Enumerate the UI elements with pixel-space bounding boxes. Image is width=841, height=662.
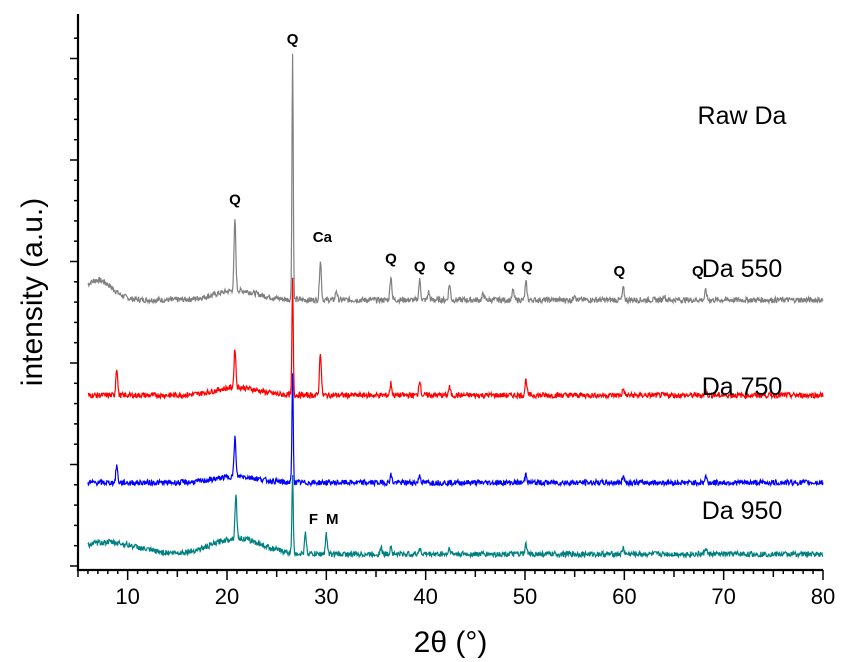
series-lines xyxy=(87,53,824,560)
peak-annotation: Ca xyxy=(313,229,333,246)
peak-annotation: Q xyxy=(385,250,397,267)
y-axis-title: intensity (a.u.) xyxy=(16,198,49,386)
x-tick-label: 50 xyxy=(513,584,537,609)
peak-annotation: Q xyxy=(444,258,456,275)
series-label-da-750: Da 750 xyxy=(702,373,783,401)
series-label-da-550: Da 550 xyxy=(702,255,783,283)
x-tick-label: 60 xyxy=(612,584,636,609)
peak-annotation: Q xyxy=(229,192,241,209)
peak-annotation: F xyxy=(309,511,318,528)
axes xyxy=(70,14,824,580)
peak-annotation: Q xyxy=(614,263,626,280)
series-label-raw-da: Raw Da xyxy=(698,102,787,130)
peak-annotation: Q xyxy=(521,258,533,275)
x-tick-label: 10 xyxy=(115,584,139,609)
series-line-da-750 xyxy=(87,373,824,488)
x-tick-label: 20 xyxy=(215,584,239,609)
peak-annotation: Q xyxy=(414,258,426,275)
x-tick-label: 30 xyxy=(314,584,338,609)
x-axis-title: 2θ (°) xyxy=(414,626,488,659)
series-line-da-950 xyxy=(87,475,824,560)
series-label-da-950: Da 950 xyxy=(702,497,783,525)
series-line-raw-da xyxy=(87,53,824,306)
x-tick-label: 70 xyxy=(711,584,735,609)
x-tick-label: 40 xyxy=(413,584,437,609)
peak-annotation: Q xyxy=(287,31,299,48)
peak-annotation: M xyxy=(326,511,339,528)
labels: 10 20 30 40 50 60 70 80 2θ (°) intensity (a.u.) Ra… xyxy=(16,31,835,659)
peak-annotation: Q xyxy=(503,258,515,275)
x-tick-label: 80 xyxy=(811,584,835,609)
series-line-da-550 xyxy=(87,277,824,401)
peak-annotation: Q xyxy=(692,263,704,280)
